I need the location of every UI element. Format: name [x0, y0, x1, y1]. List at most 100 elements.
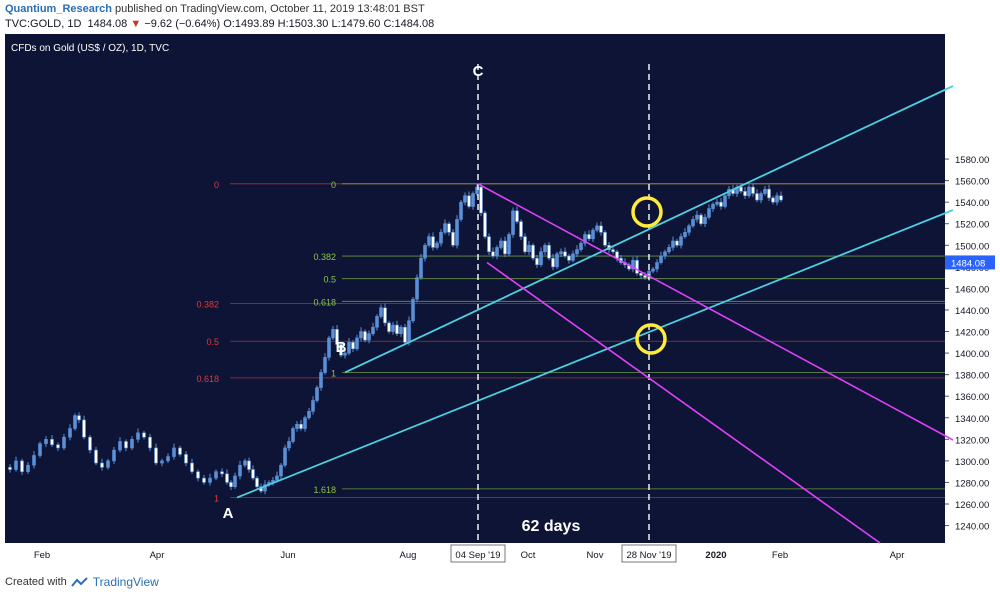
- candle-body: [543, 244, 547, 253]
- candle-body: [251, 469, 255, 479]
- candle-body: [539, 251, 543, 265]
- fib-red-label-2: 0.5: [206, 337, 219, 347]
- candle-body: [275, 475, 279, 481]
- candle-body: [178, 447, 182, 455]
- x-marker-box-1: [621, 544, 677, 563]
- candle-body: [229, 482, 233, 488]
- candle-body: [391, 324, 395, 332]
- candle-body: [112, 449, 116, 462]
- candle-body: [751, 186, 755, 194]
- candle-body: [50, 439, 54, 446]
- candle-body: [479, 186, 483, 214]
- candle-body: [527, 244, 531, 253]
- candle-body: [595, 225, 599, 231]
- candle-body: [483, 212, 487, 237]
- last-price-tag: [945, 255, 995, 270]
- candle-body: [755, 193, 759, 201]
- y-tick-label: 1540.00: [955, 198, 989, 209]
- candle-body: [220, 471, 224, 475]
- candle-body: [475, 186, 479, 194]
- y-tick-label: 1240.00: [955, 522, 989, 533]
- candle-body: [315, 387, 319, 401]
- candle-body: [415, 277, 419, 300]
- down-arrow-icon: ▼: [130, 18, 142, 30]
- candle-body: [148, 436, 152, 449]
- y-tick-label: 1560.00: [955, 177, 989, 188]
- candle-body: [575, 249, 579, 255]
- candle-body: [283, 447, 287, 466]
- y-tick-label: 1320.00: [955, 435, 989, 446]
- candle-body: [435, 242, 439, 248]
- candle-body: [703, 216, 707, 225]
- candle-body: [130, 439, 134, 449]
- y-tick-label: 1460.00: [955, 284, 989, 295]
- candle-body: [431, 236, 435, 248]
- candle-body: [699, 214, 703, 225]
- candle-body: [427, 236, 431, 246]
- channel-line-lower: [486, 261, 881, 544]
- candle-body: [379, 307, 383, 317]
- candle-body: [459, 201, 463, 220]
- chart-header: Quantium_Research published on TradingVi…: [0, 0, 1000, 34]
- candle-body: [160, 460, 164, 464]
- candle-body: [651, 268, 655, 272]
- candle-body: [687, 225, 691, 233]
- candle-body: [184, 454, 188, 464]
- candle-body: [331, 329, 335, 339]
- candle-body: [319, 372, 323, 388]
- candle-body: [32, 455, 36, 466]
- candle-body: [555, 253, 559, 268]
- candle-body: [507, 234, 511, 255]
- y-tick-label: 1520.00: [955, 220, 989, 231]
- candle-body: [763, 188, 767, 194]
- candle-body: [68, 428, 72, 438]
- last-price: 1484.08: [87, 18, 128, 30]
- candle-body: [467, 195, 471, 207]
- candle-body: [8, 467, 12, 470]
- candle-body: [719, 201, 723, 207]
- quote-line: TVC:GOLD, 1D 1484.08 ▼ −9.62 (−0.64%) O:…: [5, 18, 434, 30]
- x-tick-label: 2020: [705, 550, 726, 561]
- candle-body: [295, 423, 299, 429]
- intersection-circle-upper: [631, 196, 663, 228]
- x-tick-label: Feb: [34, 550, 50, 561]
- candle-body: [208, 477, 212, 483]
- y-tick-label: 1400.00: [955, 349, 989, 360]
- fib-green-label-5: 1.618: [313, 485, 336, 495]
- chart-area[interactable]: CFDs on Gold (US$ / OZ), 1D, TVC 0 0.382 0…: [5, 34, 995, 565]
- candle-body: [447, 223, 451, 233]
- candle-body: [491, 251, 495, 257]
- candle-body: [707, 208, 711, 218]
- fib-red-label-1: 0.382: [196, 299, 219, 309]
- candle-body: [399, 326, 403, 334]
- candle-body: [663, 251, 667, 257]
- gold-price-chart[interactable]: CFDs on Gold (US$ / OZ), 1D, TVC 0 0.382 0…: [5, 34, 995, 565]
- candle-body: [523, 236, 527, 253]
- candle-body: [225, 473, 229, 483]
- candle-body: [142, 432, 146, 438]
- fib-green-label-4: 1: [331, 368, 336, 378]
- candle-body: [455, 219, 459, 246]
- point-label-A: A: [223, 505, 234, 522]
- candle-body: [503, 240, 507, 255]
- candle-body: [487, 236, 491, 253]
- candle-body: [515, 210, 519, 222]
- tradingview-brand[interactable]: TradingView: [92, 575, 159, 589]
- candle-body: [14, 460, 18, 470]
- candle-body: [635, 260, 639, 274]
- candle-body: [667, 247, 671, 253]
- candle-body: [747, 186, 751, 196]
- candle-body: [327, 337, 331, 358]
- candle-body: [739, 186, 743, 192]
- x-tick-label: Jun: [280, 550, 295, 561]
- candle-body: [395, 324, 399, 334]
- candle-body: [94, 449, 98, 464]
- candle-body: [124, 441, 128, 449]
- candle-body: [683, 232, 687, 237]
- author-link[interactable]: Quantium_Research: [5, 3, 112, 15]
- change-value: −9.62 (−0.64%): [144, 18, 221, 30]
- candle-body: [691, 219, 695, 227]
- y-tick-label: 1580.00: [955, 155, 989, 166]
- candle-body: [631, 260, 635, 270]
- candle-body: [775, 195, 779, 203]
